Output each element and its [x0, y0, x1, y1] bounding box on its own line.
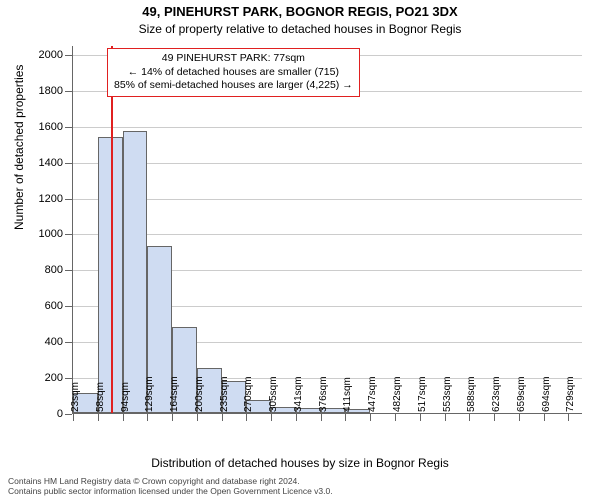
y-tick-label: 2000 — [39, 49, 63, 61]
footer-line-1: Contains HM Land Registry data © Crown c… — [8, 476, 333, 486]
x-tick — [296, 414, 297, 421]
x-tick-label: 58sqm — [95, 382, 106, 412]
chart-container: { "chart": { "type": "bar", "title": "49… — [0, 0, 600, 500]
x-tick-label: 235sqm — [219, 376, 230, 412]
x-tick — [73, 414, 74, 421]
x-tick — [395, 414, 396, 421]
y-tick — [65, 306, 72, 307]
y-tick — [65, 127, 72, 128]
gridline — [73, 127, 582, 128]
x-tick-label: 623sqm — [491, 376, 502, 412]
x-tick — [123, 414, 124, 421]
x-tick — [246, 414, 247, 421]
y-tick — [65, 342, 72, 343]
x-tick — [197, 414, 198, 421]
y-tick — [65, 55, 72, 56]
y-tick-label: 1400 — [39, 157, 63, 169]
x-tick-label: 553sqm — [442, 376, 453, 412]
y-tick-label: 1200 — [39, 193, 63, 205]
x-tick-label: 411sqm — [342, 377, 353, 412]
annotation-line-2: ← 14% of detached houses are smaller (71… — [114, 66, 353, 80]
gridline — [73, 234, 582, 235]
x-tick-label: 23sqm — [70, 382, 81, 412]
y-axis-title: Number of detached properties — [12, 65, 26, 230]
reference-line — [111, 46, 113, 413]
y-tick — [65, 234, 72, 235]
x-tick — [370, 414, 371, 421]
x-tick — [345, 414, 346, 421]
y-tick-label: 0 — [57, 408, 63, 420]
x-tick-label: 694sqm — [541, 376, 552, 412]
x-tick — [98, 414, 99, 421]
x-tick-label: 729sqm — [565, 376, 576, 412]
footer-line-2: Contains public sector information licen… — [8, 486, 333, 496]
x-tick-label: 270sqm — [243, 376, 254, 412]
x-tick-label: 305sqm — [268, 376, 279, 412]
y-tick-label: 1000 — [39, 228, 63, 240]
y-tick — [65, 414, 72, 415]
x-tick — [469, 414, 470, 421]
x-tick-label: 94sqm — [120, 382, 131, 412]
x-tick — [519, 414, 520, 421]
x-tick — [420, 414, 421, 421]
y-tick — [65, 91, 72, 92]
y-tick-label: 600 — [45, 300, 63, 312]
x-tick-label: 659sqm — [516, 376, 527, 412]
x-axis-title: Distribution of detached houses by size … — [0, 456, 600, 470]
x-tick — [271, 414, 272, 421]
x-tick-label: 517sqm — [417, 376, 428, 412]
chart-title: 49, PINEHURST PARK, BOGNOR REGIS, PO21 3… — [0, 4, 600, 19]
chart-subtitle: Size of property relative to detached ho… — [0, 22, 600, 36]
y-tick — [65, 270, 72, 271]
footer: Contains HM Land Registry data © Crown c… — [8, 476, 333, 496]
y-tick-label: 200 — [45, 372, 63, 384]
x-tick — [568, 414, 569, 421]
x-tick-label: 376sqm — [318, 376, 329, 412]
x-tick-label: 588sqm — [466, 376, 477, 412]
x-tick-label: 200sqm — [194, 376, 205, 412]
x-tick — [494, 414, 495, 421]
annotation-box: 49 PINEHURST PARK: 77sqm ← 14% of detach… — [107, 48, 360, 97]
x-tick — [321, 414, 322, 421]
y-tick-label: 400 — [45, 336, 63, 348]
x-tick — [222, 414, 223, 421]
x-tick — [147, 414, 148, 421]
x-tick-label: 447sqm — [367, 376, 378, 412]
y-tick-label: 800 — [45, 264, 63, 276]
gridline — [73, 199, 582, 200]
y-tick — [65, 378, 72, 379]
x-tick-label: 341sqm — [293, 376, 304, 412]
annotation-line-1: 49 PINEHURST PARK: 77sqm — [114, 52, 353, 66]
bar — [123, 131, 148, 413]
annotation-line-3: 85% of semi-detached houses are larger (… — [114, 79, 353, 93]
x-tick — [445, 414, 446, 421]
x-tick-label: 482sqm — [392, 376, 403, 412]
plot-area: 020040060080010001200140016001800200023s… — [72, 46, 582, 414]
y-tick — [65, 163, 72, 164]
x-tick — [544, 414, 545, 421]
x-tick-label: 164sqm — [169, 376, 180, 412]
y-tick-label: 1600 — [39, 121, 63, 133]
y-tick-label: 1800 — [39, 85, 63, 97]
x-tick-label: 129sqm — [144, 376, 155, 412]
x-tick — [172, 414, 173, 421]
gridline — [73, 163, 582, 164]
y-tick — [65, 199, 72, 200]
